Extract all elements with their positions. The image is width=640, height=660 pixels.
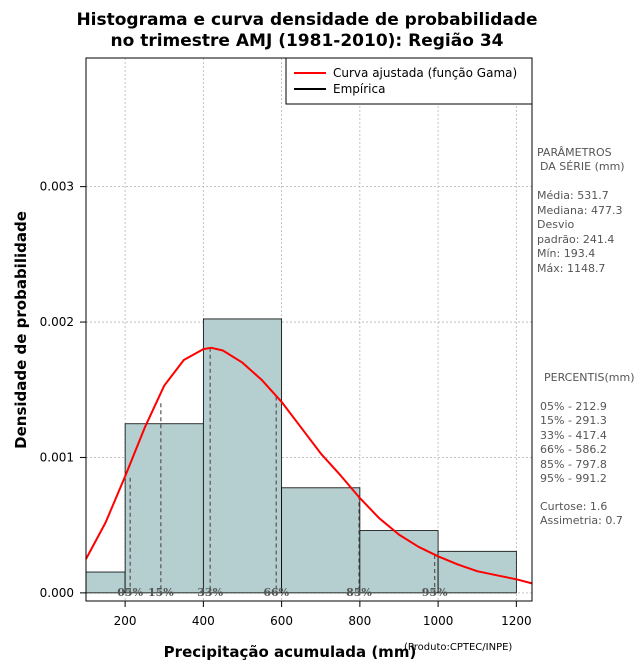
params-title-1: PARÂMETROS (537, 146, 612, 159)
x-tick-label: 1200 (501, 614, 532, 628)
y-tick-label: 0.003 (40, 180, 74, 194)
percentile-lines: 05% 15% 33% 66% 85% 95% (117, 347, 448, 599)
histogram-bar (124, 423, 204, 594)
x-tick-label: 400 (192, 614, 215, 628)
legend-label-fitted: Curva ajustada (função Gama) (333, 66, 517, 80)
chart-title-line1: Histograma e curva densidade de probabil… (76, 10, 537, 30)
y-tick-label: 0.002 (40, 315, 74, 329)
stat-line: Curtose: 1.6 (540, 500, 607, 513)
percentile-label: 15% (148, 586, 174, 599)
legend-label-empirical: Empírica (333, 82, 385, 96)
fitted-curve-layer (85, 346, 533, 585)
histogram-bar (202, 318, 283, 594)
param-line: Média: 531.7 (537, 189, 609, 202)
x-tick-label: 200 (114, 614, 137, 628)
params-title-2: DA SÉRIE (mm) (540, 160, 625, 173)
param-line: Máx: 1148.7 (537, 262, 605, 275)
y-tick-label: 0.000 (40, 586, 74, 600)
param-line: Desvio (537, 218, 575, 231)
percentil-line: 85% - 797.8 (540, 458, 607, 471)
percentil-line: 95% - 991.2 (540, 472, 607, 485)
histogram-bar (281, 487, 361, 594)
percentis-title: PERCENTIS(mm) (544, 371, 635, 384)
x-axis-label: Precipitação acumulada (mm) (164, 643, 417, 660)
fitted-gamma-curve (85, 346, 533, 585)
x-tick-label: 800 (348, 614, 371, 628)
percentil-line: 15% - 291.3 (540, 414, 607, 427)
percentile-label: 66% (263, 586, 289, 599)
stat-line: Assimetria: 0.7 (540, 514, 623, 527)
percentil-line: 05% - 212.9 (540, 400, 607, 413)
percentile-label: 05% (117, 586, 143, 599)
legend: Curva ajustada (função Gama) Empírica (285, 57, 533, 105)
y-axis: 0.000 0.001 0.002 0.003 (40, 180, 86, 600)
x-tick-label: 600 (270, 614, 293, 628)
param-line: Mediana: 477.3 (537, 204, 622, 217)
param-line: padrão: 241.4 (537, 233, 614, 246)
y-tick-label: 0.001 (40, 450, 74, 464)
percentil-line: 66% - 586.2 (540, 443, 607, 456)
y-axis-label: Densidade de probabilidade (12, 211, 30, 449)
product-credit: (Produto:CPTEC/INPE) (404, 642, 512, 653)
side-panel: PARÂMETROS DA SÉRIE (mm) Média: 531.7 Me… (537, 146, 635, 527)
histogram-bar (359, 530, 439, 594)
x-tick-label: 1000 (423, 614, 454, 628)
percentile-label: 95% (422, 586, 448, 599)
histogram-bars (85, 318, 517, 594)
legend-box (285, 57, 533, 105)
chart-title-line2: no trimestre AMJ (1981-2010): Região 34 (111, 31, 504, 51)
percentile-label: 85% (346, 586, 372, 599)
percentile-label: 33% (197, 586, 223, 599)
percentil-line: 33% - 417.4 (540, 429, 607, 442)
param-line: Mín: 193.4 (537, 247, 595, 260)
x-axis: 200 400 600 800 1000 1200 (114, 601, 532, 628)
